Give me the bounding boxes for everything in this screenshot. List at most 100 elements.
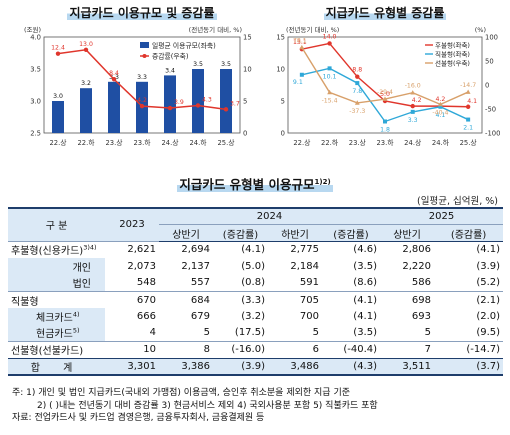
right-axis-unit: (전년동기 대비, %) [189,25,242,34]
left-tick-label: 3.5 [30,66,41,74]
growth-point [55,51,61,56]
cell-y2023: 3,301 [105,357,159,376]
cell-h3: 7 [380,341,435,359]
header-2024-h1: 상반기 [159,224,213,242]
cell-h1: 2,137 [181,260,210,272]
series-point [299,44,305,50]
cell-h1: 557 [190,277,210,289]
x-tick-label: 24.하 [189,138,207,147]
series-point [355,74,360,79]
cell-c2: (4.1) [353,310,378,322]
cell-h1: 679 [190,310,210,322]
footnote-line: 2) ( )내는 전년동기 대비 증감률 3) 현금서비스 제외 4) 국외사용… [37,400,378,411]
cell-h1: 684 [159,290,213,309]
cell-h2: 705 [268,290,322,309]
header-2024-h2-change: (증감률) [322,224,381,242]
footnote-source: 자료: 전업카드사 및 카드업 겸영은행, 금융투자회사, 금융결제원 등 [12,413,265,423]
cell-h3: 5 [424,327,432,339]
cell-h3: 2,220 [402,260,432,272]
cell-c3: (4.1) [434,240,504,259]
cell-c1: (3.3) [213,290,268,309]
cell-c2: (4.6) [322,240,381,259]
growth-point [139,103,145,109]
legend-label: 후불형(좌축) [435,41,470,50]
cell-c3: (2.1) [434,290,504,309]
cell-c1: (3.2) [241,310,265,322]
row-label-text: 법인 [72,279,91,291]
row-label-text: 선불형(선불카드) [11,346,84,358]
usage-table: 구 분 2023 2024 2025 상반기 (증감률) 하반기 (증감률) 상… [8,206,504,376]
series-value-label: 8.8 [352,67,362,74]
cell-h2: 6 [268,341,322,359]
bar [220,69,232,133]
cell-y2023: 666 [136,310,156,322]
left-tick-label: 10 [276,66,285,74]
cell-c3: (-14.7) [434,341,504,359]
growth-point [83,47,89,52]
footnote-line: 주: 1) 개인 및 법인 지급카드(국내외 가맹점) 이용금액, 승인후 취소… [12,388,351,398]
header-2024: 2024 [159,207,381,226]
series-value-label: -37.3 [349,108,365,115]
series-point [327,89,332,95]
cell-c3: (5.2) [476,277,501,289]
row-label: 합 계 [8,357,105,376]
series-point [410,90,416,95]
table-row: 법인 548 557 (0.8) 591 (8.6) 586 (5.2) [8,274,503,292]
series-point [465,89,471,94]
cell-h3: 586 [411,277,432,289]
table-title-footnote: 1)2) [314,177,331,186]
x-tick-label: 22.하 [77,138,95,147]
series-value-label: 5.0 [380,91,390,98]
cell-c1: (5.0) [241,260,265,272]
cell-h3: 698 [380,290,435,309]
series-point [327,41,332,46]
bar-value-label: 3.2 [81,80,91,87]
right-tick-label: 5 [243,98,247,106]
legend-label: 직불형(좌축) [435,50,470,59]
series-value-label: 7.8 [352,88,362,95]
cell-y2023: 2,621 [105,240,159,259]
x-tick-label: 25.상 [217,138,234,147]
bar-value-label: 3.5 [221,61,231,68]
header-2025-h1: 상반기 [380,224,435,242]
bar-value-label: 3.4 [165,67,175,74]
cell-h2: 3,486 [268,357,322,376]
growth-value-label: 4.2 [137,97,147,104]
row-label: 현금카드5) [8,324,105,342]
table-row: 후불형(신용카드)3)4) 2,621 2,694 (4.1) 2,775 (4.6) 2,… [8,240,504,259]
table-row: 선불형(선불카드) 10 8 (-16.0) 6 (-40.4) 7 (-14.7) [8,341,504,359]
right-axis-unit: (%) [475,26,486,34]
chart2-title: 지급카드 유형별 증감률 [323,6,447,20]
cell-h3: 3,511 [380,357,435,376]
row-label-footnote: 5) [72,327,80,336]
cell-c2: (3.5) [353,260,378,272]
left-tick-label: 0 [281,130,285,138]
cell-y2023: 2,073 [127,260,156,272]
table-header-row-years: 구 분 2023 2024 2025 [8,206,504,242]
growth-point [223,107,229,112]
cell-y2023: 548 [136,277,156,289]
legend-label: 선불형(우축) [435,59,470,68]
table-total-row: 합 계 3,301 3,386 (3.9) 3,486 (4.3) 3,511 (3.7) [8,357,504,376]
x-tick-label: 24.상 [404,138,421,147]
series-value-label: -40.4 [432,109,448,116]
cell-h1: 2,694 [159,240,213,259]
right-tick-label: -50 [485,106,496,114]
table-row: 현금카드5) 4 5 (17.5) 5 (3.5) 5 (9.5) [8,324,503,342]
x-tick-label: 22.상 [293,138,310,147]
growth-point [111,77,117,82]
cell-h1: 8 [159,341,213,359]
series-value-label: 3.3 [408,117,418,124]
x-tick-label: 23.상 [105,138,122,147]
left-tick-label: 5 [281,98,285,106]
row-label: 체크카드4) [8,308,105,325]
series-value-label: 4.1 [436,112,446,119]
row-label-text: 체크카드 [36,312,73,324]
bar [52,101,64,133]
right-tick-label: 50 [485,58,494,66]
left-axis-unit: (조원) [24,25,41,34]
row-label: 법인 [8,274,105,292]
cell-h1: 3,386 [159,357,213,376]
chart-type-growth: 지급카드 유형별 증감률 (전년동기 대비, %) (%) 0 5 10 15 -100 -5… [265,0,505,160]
cell-c3: (3.7) [434,357,504,376]
